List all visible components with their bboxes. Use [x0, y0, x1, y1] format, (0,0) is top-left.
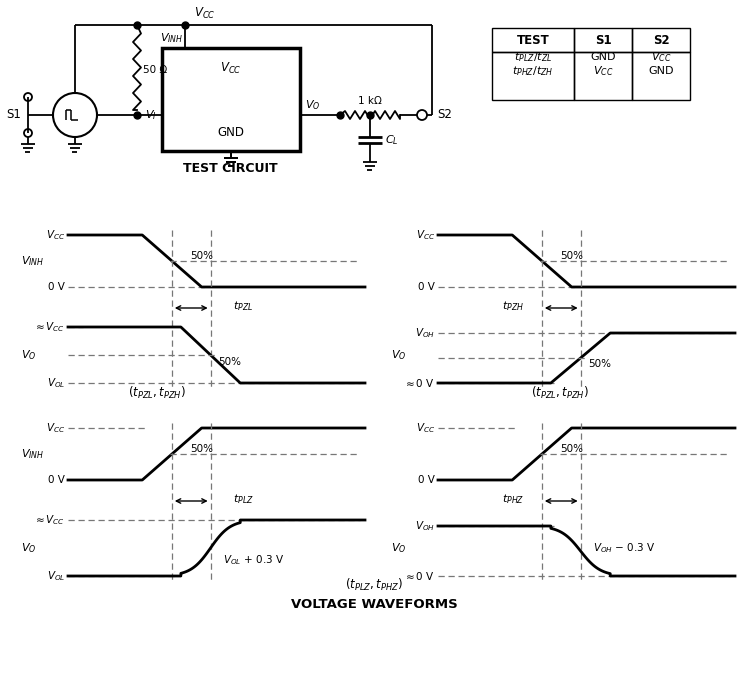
Text: 50%: 50% [560, 251, 583, 261]
Text: $V_{CC}$: $V_{CC}$ [651, 50, 671, 64]
Text: TEST: TEST [517, 33, 549, 46]
Bar [492, 52, 574, 100]
Text: $V_{CC}$: $V_{CC}$ [194, 6, 215, 21]
Text: $V_{OH}$: $V_{OH}$ [415, 326, 435, 340]
Text: $\approx$$V_{CC}$: $\approx$$V_{CC}$ [33, 320, 65, 334]
Text: 0 V: 0 V [48, 475, 65, 485]
Text: $\approx$0 V: $\approx$0 V [403, 570, 435, 582]
Text: $V_{CC}$: $V_{CC}$ [46, 228, 65, 242]
Text: 1 kΩ: 1 kΩ [358, 96, 382, 106]
Text: TEST CIRCUIT: TEST CIRCUIT [183, 161, 278, 175]
Text: $\approx$0 V: $\approx$0 V [403, 377, 435, 389]
Text: $V_I$: $V_I$ [145, 108, 157, 122]
Text: VOLTAGE WAVEFORMS: VOLTAGE WAVEFORMS [291, 599, 457, 611]
Text: $V_{CC}$: $V_{CC}$ [416, 228, 435, 242]
Text: S2: S2 [653, 33, 669, 46]
Text: $V_{OL}$: $V_{OL}$ [46, 569, 65, 583]
Text: 50 Ω: 50 Ω [143, 65, 167, 75]
Text: $V_{CC}$: $V_{CC}$ [592, 64, 613, 78]
Text: S1: S1 [595, 33, 611, 46]
Text: $V_{INH}$: $V_{INH}$ [21, 254, 44, 268]
Bar [492, 28, 574, 52]
Text: GND: GND [218, 127, 245, 139]
Text: $(t_{PLZ}, t_{PHZ})$: $(t_{PLZ}, t_{PHZ})$ [345, 577, 403, 593]
Text: $V_{OH}$: $V_{OH}$ [415, 519, 435, 533]
Text: $V_{OL}$: $V_{OL}$ [46, 376, 65, 390]
Text: 50%: 50% [190, 251, 213, 261]
Text: $V_{CC}$: $V_{CC}$ [220, 60, 242, 76]
Text: $t_{PZL}$: $t_{PZL}$ [233, 299, 253, 313]
Text: $V_{OL}$ + 0.3 V: $V_{OL}$ + 0.3 V [223, 553, 283, 567]
Text: $V_{INH}$: $V_{INH}$ [21, 447, 44, 461]
Text: $V_{CC}$: $V_{CC}$ [416, 421, 435, 435]
Text: $t_{PLZ}$: $t_{PLZ}$ [233, 492, 254, 506]
Text: $(t_{PZL}, t_{PZH})$: $(t_{PZL}, t_{PZH})$ [531, 385, 589, 401]
Text: $V_O$: $V_O$ [391, 348, 406, 362]
Text: $t_{PHZ}$: $t_{PHZ}$ [502, 492, 524, 506]
Bar [162, 48, 300, 151]
Text: GND: GND [590, 52, 616, 62]
Text: $V_O$: $V_O$ [305, 98, 320, 112]
Text: $V_{INH}$: $V_{INH}$ [159, 31, 183, 45]
Text: 0 V: 0 V [48, 282, 65, 292]
Text: $t_{PZH}$: $t_{PZH}$ [502, 299, 524, 313]
Text: $\approx$$V_{CC}$: $\approx$$V_{CC}$ [33, 513, 65, 527]
Text: S1: S1 [7, 109, 22, 121]
Text: GND: GND [649, 67, 674, 76]
Text: 50%: 50% [589, 359, 612, 369]
Text: $t_{PLZ}$/$t_{ZL}$: $t_{PLZ}$/$t_{ZL}$ [514, 50, 552, 64]
Text: $t_{PHZ}$/$t_{ZH}$: $t_{PHZ}$/$t_{ZH}$ [512, 64, 554, 78]
Text: 50%: 50% [190, 444, 213, 454]
Bar [574, 28, 632, 52]
Text: 0 V: 0 V [418, 282, 435, 292]
Text: $V_O$: $V_O$ [21, 348, 37, 362]
Text: $V_{CC}$: $V_{CC}$ [46, 421, 65, 435]
Text: S2: S2 [437, 109, 452, 121]
Text: 50%: 50% [218, 357, 242, 367]
Text: $C_L$: $C_L$ [385, 133, 399, 147]
Bar [574, 52, 632, 100]
Text: $V_{OH}$ − 0.3 V: $V_{OH}$ − 0.3 V [592, 541, 655, 555]
Text: $(t_{PZL}, t_{PZH})$: $(t_{PZL}, t_{PZH})$ [128, 385, 186, 401]
Bar [632, 52, 690, 100]
Text: 0 V: 0 V [418, 475, 435, 485]
Text: 50%: 50% [560, 444, 583, 454]
Bar [632, 28, 690, 52]
Text: $V_O$: $V_O$ [391, 541, 406, 555]
Text: $V_O$: $V_O$ [21, 541, 37, 555]
